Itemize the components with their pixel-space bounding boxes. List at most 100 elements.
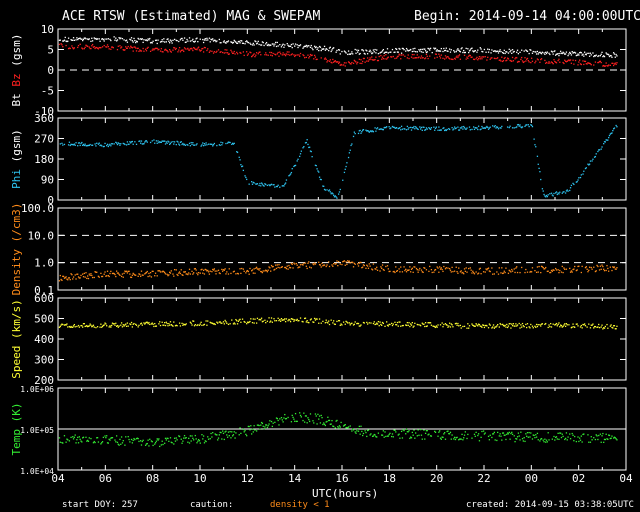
data-point-temp (562, 435, 564, 438)
data-point-phi (569, 187, 572, 189)
data-point-bt (227, 40, 230, 42)
data-point-bt (64, 36, 66, 39)
data-point-speed (594, 325, 597, 328)
data-point-phi (82, 144, 84, 147)
data-point-density (360, 261, 362, 264)
data-point-density (393, 270, 395, 273)
data-point-speed (358, 325, 360, 327)
data-point-bz (84, 46, 86, 48)
data-point-temp (327, 416, 329, 418)
data-point-bt (216, 40, 218, 42)
data-point-bz (598, 61, 600, 64)
data-point-density (434, 269, 436, 271)
y-tick-label: 400 (34, 333, 54, 346)
data-point-bz (293, 54, 295, 56)
data-point-temp (477, 434, 479, 437)
data-point-speed (227, 323, 230, 326)
data-point-bz (125, 47, 128, 50)
data-point-temp (140, 444, 143, 446)
data-point-temp (588, 441, 590, 443)
data-point-speed (424, 322, 427, 324)
data-point-density (551, 270, 553, 272)
data-point-density (347, 260, 349, 262)
data-point-temp (137, 437, 139, 440)
data-point-bt (375, 52, 377, 54)
data-point-density (484, 271, 486, 273)
data-point-speed (126, 322, 129, 324)
data-point-temp (406, 431, 409, 433)
data-point-bz (395, 57, 398, 59)
data-point-bt (276, 41, 278, 44)
data-point-bz (524, 57, 526, 59)
data-point-bz (343, 62, 346, 64)
data-point-speed (372, 322, 375, 325)
data-point-phi (130, 141, 133, 143)
data-point-temp (148, 445, 150, 447)
data-point-bt (193, 40, 195, 43)
data-point-phi (209, 143, 211, 145)
data-point-density (126, 272, 129, 274)
data-point-temp (567, 436, 569, 438)
data-point-bz (564, 59, 566, 61)
data-point-temp (561, 433, 563, 435)
data-point-phi (183, 144, 185, 146)
data-point-bt (77, 38, 79, 41)
data-point-temp (397, 434, 399, 436)
data-point-phi (421, 129, 423, 132)
data-point-density (361, 267, 363, 269)
data-point-temp (511, 431, 513, 434)
data-point-temp (214, 433, 216, 435)
data-point-bt (80, 38, 82, 40)
data-point-temp (124, 444, 126, 446)
data-point-temp (85, 436, 87, 438)
data-point-temp (488, 439, 491, 441)
data-point-speed (352, 324, 355, 326)
data-point-bz (131, 47, 134, 49)
data-point-speed (108, 326, 110, 328)
data-point-density (222, 270, 224, 272)
data-point-bz (172, 49, 174, 51)
data-point-phi (562, 191, 564, 193)
data-point-speed (308, 322, 310, 324)
data-point-speed (445, 324, 447, 326)
data-point-phi (318, 176, 321, 178)
data-point-bt (62, 40, 64, 42)
data-point-bt (414, 47, 416, 50)
data-point-bz (507, 58, 510, 60)
data-point-phi (229, 141, 231, 144)
data-point-bz (151, 49, 153, 51)
data-point-bz (246, 51, 248, 53)
data-point-bz (564, 60, 567, 63)
data-point-bz (269, 51, 271, 54)
data-point-density (414, 266, 416, 268)
data-point-speed (192, 320, 194, 322)
data-point-phi (415, 126, 417, 128)
data-point-density (511, 268, 513, 271)
data-point-temp (268, 423, 270, 425)
data-point-temp (296, 420, 298, 423)
data-point-phi (169, 142, 172, 145)
data-point-bt (335, 51, 337, 53)
data-point-temp (503, 434, 505, 436)
data-point-temp (509, 438, 511, 440)
data-point-temp (144, 444, 147, 446)
data-point-bt (145, 39, 148, 41)
data-point-temp (493, 431, 496, 433)
data-point-density (242, 268, 245, 270)
caution-label: caution: (190, 500, 234, 510)
data-point-density (233, 270, 235, 272)
data-point-phi (468, 126, 471, 128)
data-point-speed (394, 321, 396, 323)
data-point-density (168, 274, 170, 276)
data-point-speed (384, 325, 386, 328)
data-point-bt (176, 40, 178, 42)
data-point-phi (130, 142, 132, 144)
data-point-speed (436, 326, 438, 328)
data-point-density (93, 276, 95, 279)
data-point-speed (238, 319, 240, 321)
data-point-speed (212, 323, 215, 325)
data-point-speed (328, 323, 331, 326)
data-point-bz (284, 54, 287, 57)
data-point-density (182, 274, 184, 277)
data-point-density (375, 268, 377, 270)
